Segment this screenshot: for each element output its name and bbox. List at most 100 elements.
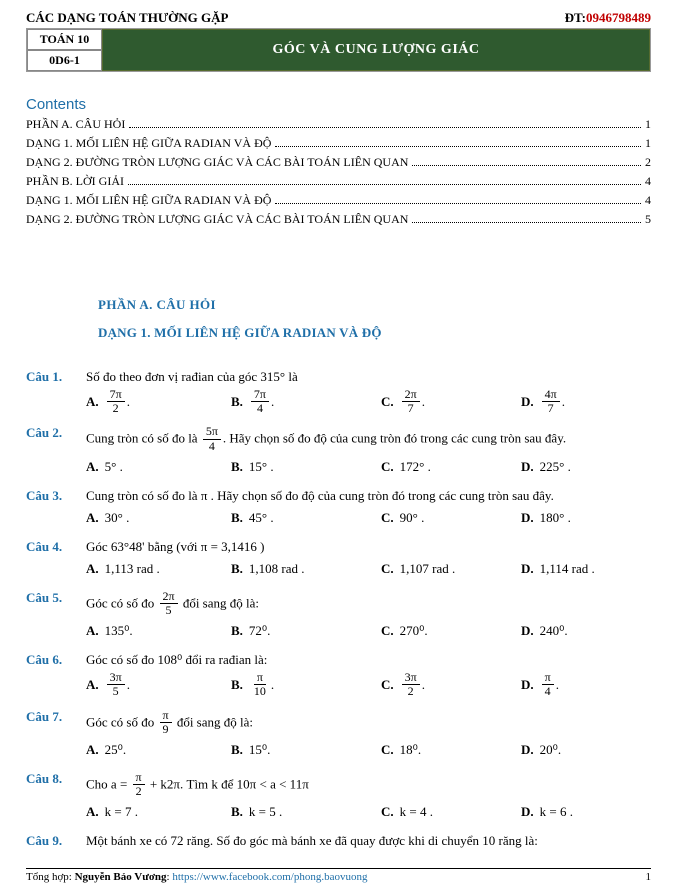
question-text: Cho a = π2 + k2π. Tìm k để 10π < a < 11π: [86, 771, 651, 798]
questions-block: Câu 1. Số đo theo đơn vị rađian của góc …: [26, 369, 651, 852]
page-footer: Tổng hợp: Nguyễn Bảo Vương: https://www.…: [26, 868, 651, 883]
toc-row: PHẦN A. CÂU HỎI1: [26, 117, 651, 132]
option-d: D.1,114 rad .: [521, 558, 651, 580]
opt-label: B.: [231, 623, 243, 639]
fraction: 3π2: [402, 671, 420, 698]
q-text-part: Cho: [86, 777, 111, 792]
toc-row: DẠNG 1. MỐI LIÊN HỆ GIỮA RADIAN VÀ ĐỘ1: [26, 136, 651, 151]
option-d: D.225° .: [521, 456, 651, 478]
fraction: 3π5: [107, 671, 125, 698]
opt-label: C.: [381, 394, 394, 410]
question-6: Câu 6. Góc có số đo 108⁰ đổi ra rađian l…: [26, 652, 651, 698]
frac-num: π: [160, 709, 172, 723]
opt-value: 18⁰.: [400, 742, 421, 758]
opt-value: 30° .: [105, 510, 130, 526]
opt-value: 270⁰.: [400, 623, 428, 639]
question-9: Câu 9. Một bánh xe có 72 răng. Số đo góc…: [26, 833, 651, 852]
opt-label: A.: [86, 804, 99, 820]
q-text-part: đổi sang độ là:: [174, 714, 253, 729]
question-5: Câu 5. Góc có số đo 2π5 đổi sang độ là: …: [26, 590, 651, 642]
q-text-part: + k2π: [147, 777, 180, 792]
option-a: A.25⁰.: [86, 739, 231, 761]
banner-left: TOÁN 10 0D6-1: [27, 29, 102, 71]
toc-label: DẠNG 2. ĐƯỜNG TRÒN LƯỢNG GIÁC VÀ CÁC BÀI…: [26, 155, 408, 170]
option-d: D.π4.: [521, 671, 651, 698]
opt-value: 225° .: [540, 459, 571, 475]
toc-label: DẠNG 1. MỐI LIÊN HỆ GIỮA RADIAN VÀ ĐỘ: [26, 136, 271, 151]
frac-num: π: [542, 671, 554, 685]
frac-den: 4: [542, 685, 554, 698]
opt-label: D.: [521, 561, 534, 577]
frac-den: 9: [160, 723, 172, 736]
opt-label: A.: [86, 561, 99, 577]
banner-cell-code: 0D6-1: [27, 50, 102, 71]
option-b: B.7π4.: [231, 388, 381, 415]
opt-label: B.: [231, 742, 243, 758]
banner-title: GÓC VÀ CUNG LƯỢNG GIÁC: [102, 29, 650, 71]
question-body: Số đo theo đơn vị rađian của góc 315° là…: [86, 369, 651, 415]
phone-number: 0946798489: [586, 10, 651, 25]
option-c: C. 3π2.: [381, 671, 521, 698]
fraction: 7π4: [251, 388, 269, 415]
opt-label: D.: [521, 623, 534, 639]
options-row: A.5° . B.15° . C.172° . D.225° .: [86, 456, 651, 478]
option-a: A.30° .: [86, 507, 231, 529]
toc-dots: [275, 203, 641, 204]
table-of-contents: PHẦN A. CÂU HỎI1 DẠNG 1. MỐI LIÊN HỆ GIỮ…: [26, 117, 651, 227]
opt-label: C.: [381, 561, 394, 577]
opt-label: C.: [381, 677, 394, 693]
opt-label: B.: [231, 459, 243, 475]
opt-value: k = 5 .: [249, 804, 282, 820]
option-d: D.180° .: [521, 507, 651, 529]
question-text: Một bánh xe có 72 răng. Số đo góc mà bán…: [86, 833, 651, 849]
option-c: C.18⁰.: [381, 739, 521, 761]
question-text: Góc có số đo π9 đổi sang độ là:: [86, 709, 651, 736]
opt-value: 90° .: [400, 510, 425, 526]
question-body: Cung tròn có số đo là π . Hãy chọn số đo…: [86, 488, 651, 529]
opt-label: C.: [381, 804, 394, 820]
period: .: [127, 394, 130, 410]
opt-label: A.: [86, 677, 99, 693]
opt-label: C.: [381, 459, 394, 475]
frac-den: 7: [545, 402, 557, 415]
q-text-part: Cung tròn có số đo là: [86, 431, 201, 446]
fraction: π9: [160, 709, 172, 736]
section-b-heading: DẠNG 1. MỐI LIÊN HỆ GIỮA RADIAN VÀ ĐỘ: [98, 325, 651, 341]
q-text-part: Góc có số đo: [86, 595, 158, 610]
question-2: Câu 2. Cung tròn có số đo là 5π4. Hãy ch…: [26, 425, 651, 477]
frac-den: 2: [110, 402, 122, 415]
option-c: C.2π7.: [381, 388, 521, 415]
option-c: C.90° .: [381, 507, 521, 529]
period: .: [422, 677, 425, 693]
opt-value: 20⁰.: [540, 742, 561, 758]
option-c: C. 270⁰.: [381, 620, 521, 642]
options-row: A.25⁰. B.15⁰. C.18⁰. D.20⁰.: [86, 739, 651, 761]
toc-label: DẠNG 2. ĐƯỜNG TRÒN LƯỢNG GIÁC VÀ CÁC BÀI…: [26, 212, 408, 227]
q-text-part: a =: [111, 777, 131, 792]
question-8: Câu 8. Cho a = π2 + k2π. Tìm k để 10π < …: [26, 771, 651, 823]
question-1: Câu 1. Số đo theo đơn vị rađian của góc …: [26, 369, 651, 415]
frac-num: π: [133, 771, 145, 785]
opt-label: C.: [381, 623, 394, 639]
page-number: 1: [646, 871, 652, 883]
toc-row: DẠNG 2. ĐƯỜNG TRÒN LƯỢNG GIÁC VÀ CÁC BÀI…: [26, 212, 651, 227]
option-b: B.1,108 rad .: [231, 558, 381, 580]
opt-label: A.: [86, 742, 99, 758]
option-b: B.π10.: [231, 671, 381, 698]
fraction: π10: [251, 671, 269, 698]
question-4: Câu 4. Góc 63°48' bằng (với π = 3,1416 )…: [26, 539, 651, 580]
frac-den: 4: [254, 402, 266, 415]
opt-label: A.: [86, 623, 99, 639]
frac-num: 7π: [251, 388, 269, 402]
option-d: D.20⁰.: [521, 739, 651, 761]
options-row: A.7π2. B.7π4. C.2π7. D.4π7.: [86, 388, 651, 415]
opt-label: D.: [521, 677, 534, 693]
fraction: π4: [542, 671, 554, 698]
frac-den: 5: [110, 685, 122, 698]
frac-den: 7: [405, 402, 417, 415]
fraction: 2π7: [402, 388, 420, 415]
title-banner: TOÁN 10 0D6-1 GÓC VÀ CUNG LƯỢNG GIÁC: [26, 28, 651, 72]
opt-label: B.: [231, 510, 243, 526]
opt-value: 180° .: [540, 510, 571, 526]
question-number: Câu 9.: [26, 833, 86, 852]
